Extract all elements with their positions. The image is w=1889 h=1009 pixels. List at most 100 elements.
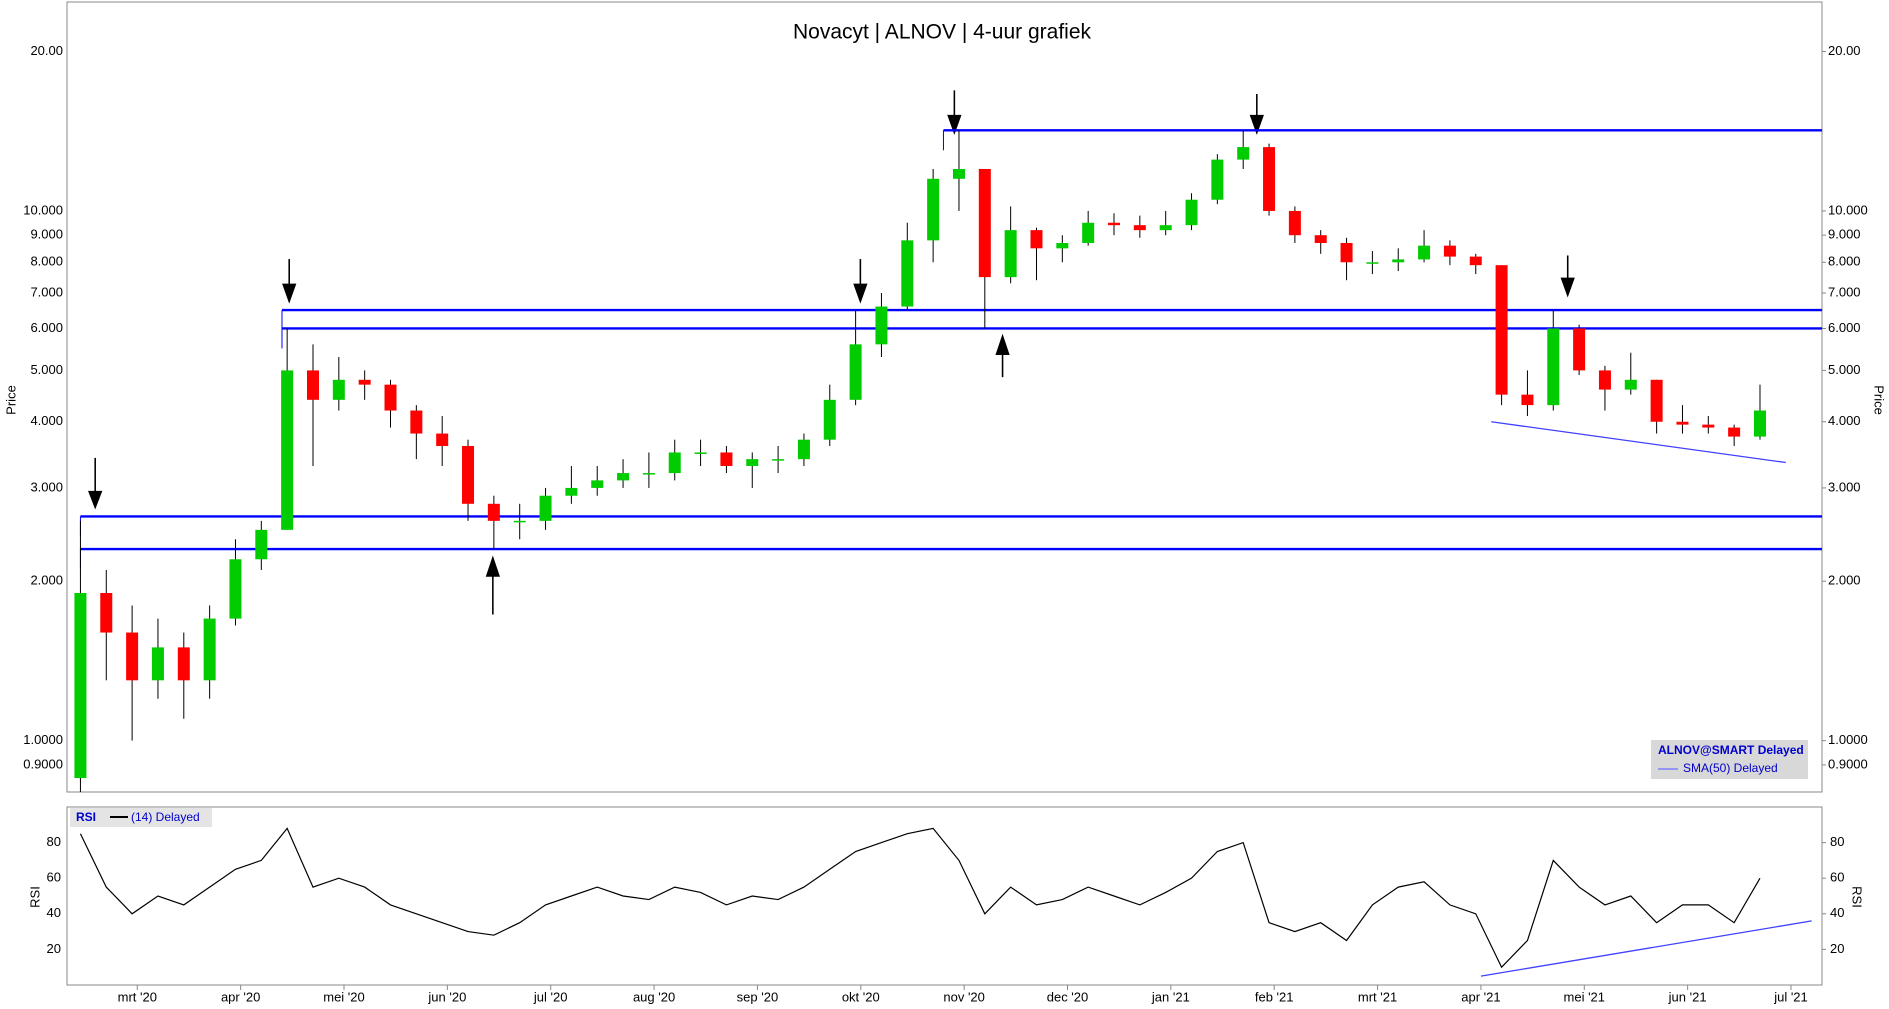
candle-body — [1133, 225, 1146, 231]
candle-body — [1263, 147, 1276, 211]
candle-body — [591, 480, 604, 488]
candle-body — [617, 473, 630, 481]
x-tick-label: mrt '21 — [1358, 989, 1397, 1004]
y-tick-label-right: 60 — [1830, 870, 1844, 885]
candle-body — [74, 593, 87, 779]
x-tick-label: apr '20 — [221, 989, 260, 1004]
candle-body — [1366, 262, 1379, 264]
candle-body — [1288, 210, 1301, 236]
candle-body — [384, 384, 397, 411]
candle-body — [1237, 147, 1250, 160]
x-tick-label: jan '21 — [1151, 989, 1190, 1004]
x-tick-label: jun '21 — [1668, 989, 1707, 1004]
candle-body — [797, 439, 810, 460]
x-tick-label: jul '21 — [1773, 989, 1808, 1004]
candle-body — [1676, 421, 1689, 425]
candle-body — [332, 379, 345, 400]
x-tick-label: feb '21 — [1255, 989, 1294, 1004]
y-tick-label: 7.000 — [30, 284, 63, 299]
candle-body — [1650, 379, 1663, 422]
y-tick-label: 1.0000 — [23, 732, 63, 747]
y-tick-label-right: 4.000 — [1828, 413, 1861, 428]
y-tick-label-right: 10.000 — [1828, 202, 1868, 217]
candle-body — [1728, 427, 1741, 437]
candle-body — [565, 487, 578, 496]
y-tick-label: 10.000 — [23, 202, 63, 217]
candle-body — [901, 240, 914, 307]
candle-body — [358, 379, 371, 385]
candle-body — [281, 370, 294, 530]
rsi-axis-title: RSI — [27, 886, 42, 908]
x-tick-label: sep '20 — [737, 989, 779, 1004]
candle-body — [436, 433, 449, 446]
y-tick-label-right: 8.000 — [1828, 254, 1861, 269]
x-tick-label: jun '20 — [427, 989, 466, 1004]
trend-line — [1491, 421, 1786, 464]
candle-body — [306, 370, 319, 400]
candle-body — [1547, 328, 1560, 406]
candle-body — [1573, 328, 1586, 371]
rsi-legend-title: RSI — [76, 810, 96, 824]
chart-title: Novacyt | ALNOV | 4-uur grafiek — [793, 21, 1092, 44]
arrows — [88, 90, 1575, 615]
candle-body — [1056, 242, 1069, 249]
x-tick-label: jul '20 — [533, 989, 568, 1004]
y-axis-title-right: Price — [1872, 385, 1887, 415]
y-tick-label-right: 3.000 — [1828, 479, 1861, 494]
candle-body — [203, 618, 216, 681]
candle-body — [720, 452, 733, 466]
y-tick-label-right: 5.000 — [1828, 362, 1861, 377]
candle-body — [1598, 370, 1611, 390]
y-tick-label: 5.000 — [30, 362, 63, 377]
candle-body — [746, 459, 759, 466]
candle-body — [694, 452, 707, 454]
x-tick-label: mei '21 — [1564, 989, 1606, 1004]
y-tick-label: 20.00 — [30, 43, 63, 58]
candle-body — [1030, 230, 1043, 249]
candle-body — [177, 647, 190, 681]
y-tick-label-right: 1.0000 — [1828, 732, 1868, 747]
legend-label: (14) Delayed — [131, 810, 200, 824]
trend-line — [1480, 920, 1812, 977]
candle-body — [1159, 225, 1172, 231]
x-tick-label: aug '20 — [633, 989, 675, 1004]
y-tick-label-right: 0.9000 — [1828, 756, 1868, 771]
candle-body — [513, 520, 526, 523]
candle-body — [229, 559, 242, 619]
candle-body — [1753, 410, 1766, 437]
x-tick-label: dec '20 — [1047, 989, 1089, 1004]
candle-body — [1469, 256, 1482, 266]
x-tick-label: mei '20 — [323, 989, 365, 1004]
candle-body — [952, 169, 965, 179]
rsi-line — [79, 827, 1761, 969]
x-tick-label: okt '20 — [842, 989, 880, 1004]
price-panel — [66, 1, 1823, 793]
y-tick-label: 20 — [47, 941, 61, 956]
candle-body — [668, 452, 681, 474]
y-tick-label-right: 9.000 — [1828, 227, 1861, 242]
candle-body — [1185, 199, 1198, 226]
y-tick-label: 4.000 — [30, 413, 63, 428]
candle-body — [927, 178, 940, 241]
rsi-panel — [66, 806, 1823, 986]
y-tick-label-right: 40 — [1830, 905, 1844, 920]
candle-body — [539, 495, 552, 521]
candle-body — [1004, 230, 1017, 278]
y-tick-label-right: 20 — [1830, 941, 1844, 956]
y-tick-label: 2.000 — [30, 573, 63, 588]
candle-body — [772, 459, 785, 461]
y-tick-label: 9.000 — [30, 227, 63, 242]
candle-body — [875, 306, 888, 345]
y-tick-label: 8.000 — [30, 254, 63, 269]
y-tick-label-right: 7.000 — [1828, 284, 1861, 299]
candle-body — [823, 399, 836, 440]
candle-body — [462, 445, 475, 504]
y-tick-label-right: 2.000 — [1828, 573, 1861, 588]
legend-box — [1651, 740, 1808, 779]
x-tick-label: mrt '20 — [118, 989, 157, 1004]
y-tick-label-right: 80 — [1830, 834, 1844, 849]
x-tick-label: apr '21 — [1461, 989, 1500, 1004]
y-axis-title: Price — [3, 385, 18, 415]
candle-body — [1702, 424, 1715, 428]
